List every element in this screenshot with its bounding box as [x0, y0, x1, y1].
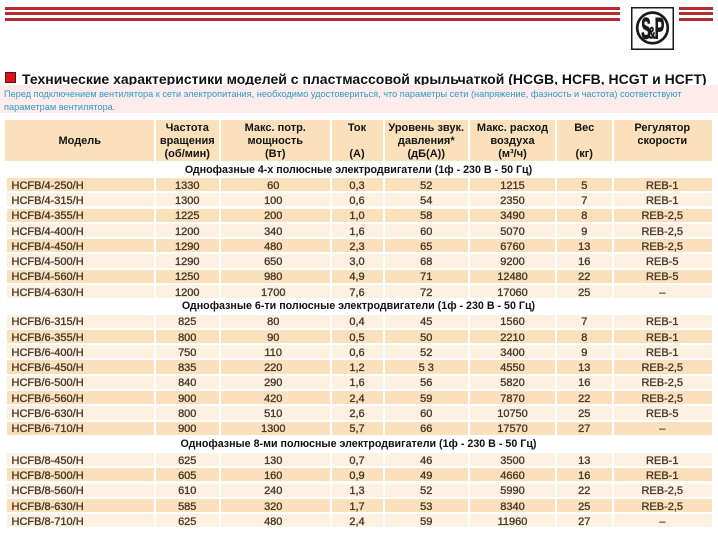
svg-text:&: & — [648, 24, 655, 43]
svg-text:S: S — [641, 13, 651, 46]
svg-text:P: P — [655, 13, 665, 46]
